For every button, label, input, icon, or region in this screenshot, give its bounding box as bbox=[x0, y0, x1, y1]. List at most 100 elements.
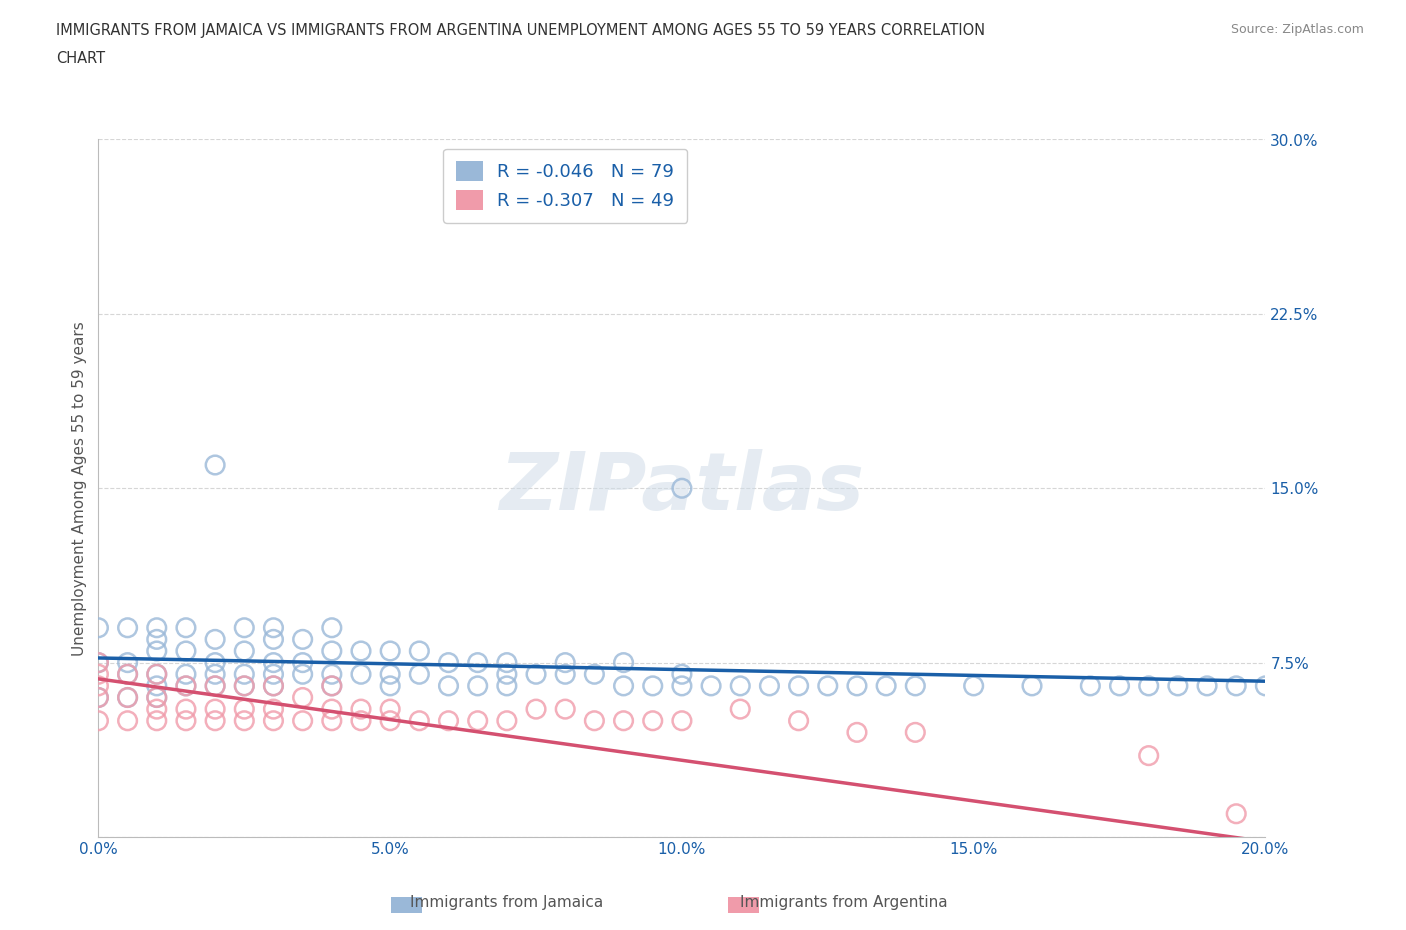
Point bbox=[262, 679, 284, 694]
Point bbox=[787, 679, 810, 694]
Text: IMMIGRANTS FROM JAMAICA VS IMMIGRANTS FROM ARGENTINA UNEMPLOYMENT AMONG AGES 55 : IMMIGRANTS FROM JAMAICA VS IMMIGRANTS FR… bbox=[56, 23, 986, 38]
Point bbox=[350, 644, 373, 658]
Point bbox=[1225, 806, 1247, 821]
Point bbox=[1167, 679, 1189, 694]
Point bbox=[495, 713, 517, 728]
Point bbox=[321, 679, 343, 694]
Point bbox=[321, 620, 343, 635]
Point bbox=[495, 667, 517, 682]
Point bbox=[117, 713, 139, 728]
Point bbox=[378, 701, 402, 716]
Point bbox=[262, 667, 284, 682]
Point bbox=[146, 701, 169, 716]
Point bbox=[378, 679, 402, 694]
Point bbox=[350, 701, 373, 716]
Point bbox=[554, 701, 576, 716]
Point bbox=[204, 713, 226, 728]
Point bbox=[321, 679, 343, 694]
Point bbox=[554, 655, 576, 670]
Point bbox=[1021, 679, 1043, 694]
Point bbox=[174, 713, 197, 728]
Point bbox=[233, 679, 256, 694]
Point bbox=[262, 655, 284, 670]
Point bbox=[817, 679, 839, 694]
Point bbox=[87, 679, 110, 694]
Point bbox=[758, 679, 780, 694]
Point bbox=[204, 655, 226, 670]
Point bbox=[962, 679, 984, 694]
Point bbox=[904, 679, 927, 694]
Point bbox=[204, 679, 226, 694]
Point bbox=[204, 632, 226, 647]
Point bbox=[350, 667, 373, 682]
Text: ZIPatlas: ZIPatlas bbox=[499, 449, 865, 527]
Point bbox=[700, 679, 723, 694]
Point bbox=[117, 690, 139, 705]
Legend: R = -0.046   N = 79, R = -0.307   N = 49: R = -0.046 N = 79, R = -0.307 N = 49 bbox=[443, 149, 688, 222]
Point bbox=[87, 655, 110, 670]
Point bbox=[321, 713, 343, 728]
Y-axis label: Unemployment Among Ages 55 to 59 years: Unemployment Among Ages 55 to 59 years bbox=[72, 321, 87, 656]
Point bbox=[87, 655, 110, 670]
Point bbox=[437, 713, 460, 728]
Point bbox=[321, 667, 343, 682]
Point bbox=[408, 713, 430, 728]
Point bbox=[641, 679, 664, 694]
Point bbox=[291, 713, 314, 728]
Point bbox=[291, 690, 314, 705]
Point bbox=[291, 655, 314, 670]
Point bbox=[87, 690, 110, 705]
Point bbox=[262, 679, 284, 694]
Point bbox=[204, 458, 226, 472]
Text: CHART: CHART bbox=[56, 51, 105, 66]
Point bbox=[204, 667, 226, 682]
Point bbox=[117, 620, 139, 635]
Point bbox=[146, 620, 169, 635]
Point bbox=[174, 667, 197, 682]
Point bbox=[117, 667, 139, 682]
Point bbox=[495, 655, 517, 670]
Point bbox=[204, 679, 226, 694]
Point bbox=[174, 679, 197, 694]
Point bbox=[671, 713, 693, 728]
Point bbox=[233, 620, 256, 635]
Point bbox=[321, 701, 343, 716]
Point bbox=[467, 655, 489, 670]
Point bbox=[174, 701, 197, 716]
Point bbox=[845, 679, 868, 694]
Point bbox=[1225, 679, 1247, 694]
Point bbox=[671, 679, 693, 694]
Point bbox=[174, 620, 197, 635]
Text: Source: ZipAtlas.com: Source: ZipAtlas.com bbox=[1230, 23, 1364, 36]
Point bbox=[875, 679, 897, 694]
Point bbox=[291, 632, 314, 647]
Point bbox=[787, 713, 810, 728]
Point bbox=[291, 667, 314, 682]
Point bbox=[467, 713, 489, 728]
Point bbox=[583, 713, 606, 728]
Point bbox=[408, 644, 430, 658]
Point bbox=[728, 701, 751, 716]
Text: Immigrants from Jamaica: Immigrants from Jamaica bbox=[409, 895, 603, 910]
Point bbox=[495, 679, 517, 694]
Point bbox=[671, 481, 693, 496]
Point bbox=[845, 725, 868, 740]
Point bbox=[321, 644, 343, 658]
Point bbox=[1254, 679, 1277, 694]
Point bbox=[1195, 679, 1218, 694]
Point bbox=[146, 713, 169, 728]
Point bbox=[117, 667, 139, 682]
Point bbox=[641, 713, 664, 728]
Point bbox=[1137, 748, 1160, 763]
Point bbox=[146, 667, 169, 682]
Point bbox=[233, 644, 256, 658]
Point bbox=[87, 713, 110, 728]
Point bbox=[233, 667, 256, 682]
Point bbox=[378, 713, 402, 728]
Point bbox=[612, 655, 634, 670]
Point bbox=[146, 632, 169, 647]
Point bbox=[612, 713, 634, 728]
Point bbox=[146, 667, 169, 682]
Point bbox=[146, 679, 169, 694]
Point bbox=[1108, 679, 1130, 694]
